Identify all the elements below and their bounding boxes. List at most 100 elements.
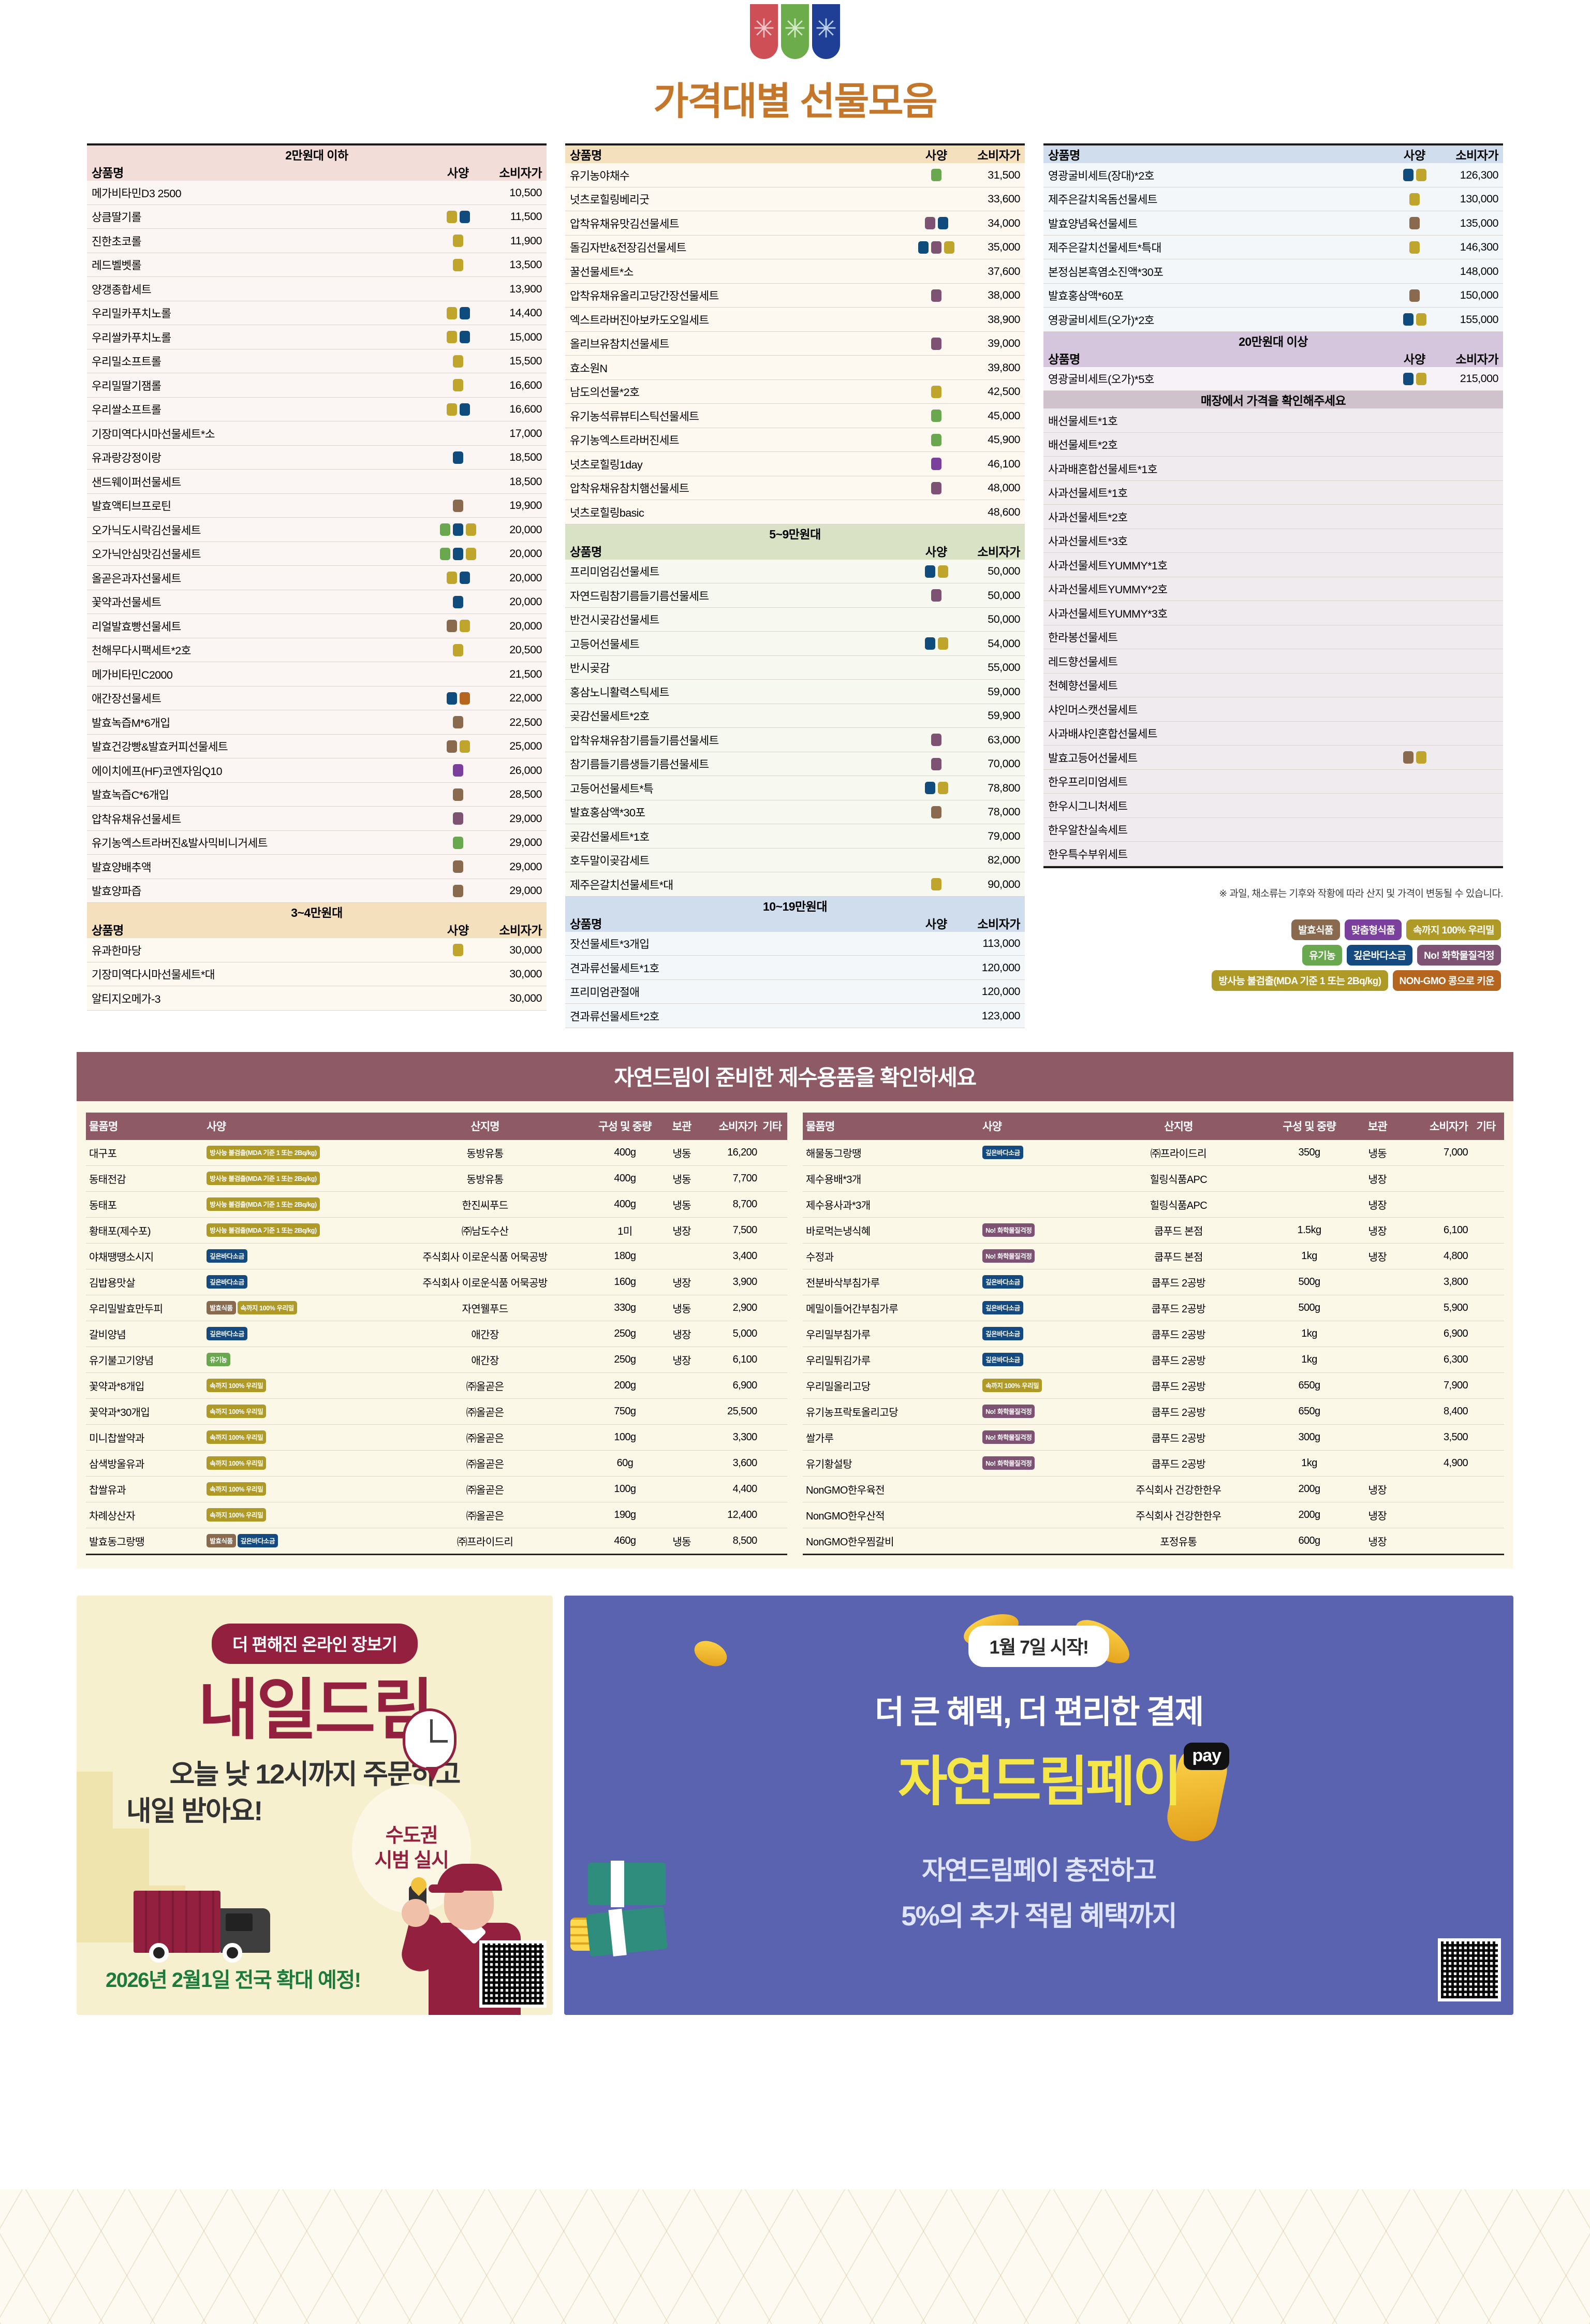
jesu-row[interactable]: 발효동그랑땡 발효식품 깊은바다소금 ㈜프라이드리 460g 냉동 8,500 (86, 1528, 787, 1555)
gift-row[interactable]: 기장미역다시마선물세트*대 30,000 (87, 962, 547, 986)
gift-row[interactable]: 한우특수부위세트 (1043, 841, 1503, 866)
jesu-row[interactable]: 우리밀부침가루 깊은바다소금 쿱푸드 2공방 1kg 6,900 (803, 1321, 1504, 1347)
gift-row[interactable]: 한우프리미엄세트 (1043, 769, 1503, 794)
promo-nextday-delivery[interactable]: 더 편해진 온라인 장보기 내일드림 오늘 낮 12시까지 주문하고 내일 받아… (77, 1595, 553, 2015)
gift-row[interactable]: 유기농엑스트라버진세트 45,900 (565, 428, 1025, 452)
jesu-row[interactable]: 제수용사과*3개 힐링식품APC 냉장 (803, 1191, 1504, 1218)
jesu-row[interactable]: 차례상산자 속까지 100% 우리밀 ㈜올곧은 190g 12,400 (86, 1502, 787, 1528)
gift-row[interactable]: 애간장선물세트 22,000 (87, 686, 547, 710)
gift-row[interactable]: 한우시그니처세트 (1043, 793, 1503, 818)
gift-row[interactable]: 영광굴비세트(장대)*2호 126,300 (1043, 163, 1503, 187)
gift-row[interactable]: 배선물세트*2호 (1043, 432, 1503, 457)
gift-row[interactable]: 곶감선물세트*1호 79,000 (565, 824, 1025, 849)
gift-row[interactable]: 사과선물세트YUMMY*3호 (1043, 601, 1503, 625)
gift-row[interactable]: 천혜향선물세트 (1043, 673, 1503, 697)
gift-row[interactable]: 유기농야채수 31,500 (565, 163, 1025, 187)
gift-row[interactable]: 사과선물세트YUMMY*1호 (1043, 552, 1503, 577)
jesu-row[interactable]: 야채땡땡소시지 깊은바다소금 주식회사 이로운식품 어묵공방 180g 3,400 (86, 1243, 787, 1269)
jesu-row[interactable]: 유기농프락토올리고당 No! 화학물질걱정 쿱푸드 2공방 650g 8,400 (803, 1398, 1504, 1425)
gift-row[interactable]: 상큼딸기롤 11,500 (87, 204, 547, 229)
gift-row[interactable]: 배선물세트*1호 (1043, 408, 1503, 433)
jesu-row[interactable]: 수정과 No! 화학물질걱정 쿱푸드 본점 1kg 냉장 4,800 (803, 1243, 1504, 1269)
gift-row[interactable]: 올리브유참치선물세트 39,000 (565, 331, 1025, 356)
jesu-row[interactable]: 유기황설탕 No! 화학물질걱정 쿱푸드 2공방 1kg 4,900 (803, 1450, 1504, 1477)
gift-row[interactable]: 제주은갈치선물세트*특대 146,300 (1043, 235, 1503, 259)
gift-row[interactable]: 프리미엄관절애 120,000 (565, 980, 1025, 1004)
gift-row[interactable]: 사과선물세트YUMMY*2호 (1043, 577, 1503, 601)
gift-row[interactable]: 샌드웨이퍼선물세트 18,500 (87, 469, 547, 494)
jesu-row[interactable]: 황태포(제수포) 방사능 불검출(MDA 기준 1 또는 2Bq/kg) ㈜남도수산… (86, 1217, 787, 1244)
gift-row[interactable]: 사과배혼합선물세트*1호 (1043, 456, 1503, 481)
gift-row[interactable]: 한우알찬실속세트 (1043, 817, 1503, 842)
gift-row[interactable]: 참기름들기름생들기름선물세트 70,000 (565, 752, 1025, 776)
gift-row[interactable]: 견과류선물세트*1호 120,000 (565, 955, 1025, 980)
gift-row[interactable]: 에이치에프(HF)코엔자임Q10 26,000 (87, 758, 547, 783)
gift-row[interactable]: 유기농석류뷰티스틱선물세트 45,000 (565, 403, 1025, 428)
qr-code-left[interactable] (479, 1940, 547, 2008)
jesu-row[interactable]: 유기불고기양념 유기농 애간장 250g 냉장 6,100 (86, 1347, 787, 1373)
gift-row[interactable]: 발효양념육선물세트 135,000 (1043, 211, 1503, 236)
gift-row[interactable]: 제주은갈치옥돔선물세트 130,000 (1043, 187, 1503, 211)
gift-row[interactable]: 제주은갈치선물세트*대 90,000 (565, 872, 1025, 897)
gift-row[interactable]: 레드벨벳롤 13,500 (87, 253, 547, 277)
jesu-row[interactable]: 삼색방울유과 속까지 100% 우리밀 ㈜올곧은 60g 3,600 (86, 1450, 787, 1477)
jesu-row[interactable]: 우리밀발효만두피 발효식품 속까지 100% 우리밀 자연웰푸드 330g 냉동 2,900 (86, 1295, 787, 1321)
gift-row[interactable]: 우리밀카푸치노롤 14,400 (87, 301, 547, 325)
jesu-row[interactable]: 메밀이들어간부침가루 깊은바다소금 쿱푸드 2공방 500g 5,900 (803, 1295, 1504, 1321)
jesu-row[interactable]: 대구포 방사능 불검출(MDA 기준 1 또는 2Bq/kg) 동방유통 400g 냉동… (86, 1139, 787, 1166)
gift-row[interactable]: 돌김자반&전장김선물세트 35,000 (565, 235, 1025, 259)
jesu-row[interactable]: 꽃약과*8개입 속까지 100% 우리밀 ㈜올곧은 200g 6,900 (86, 1372, 787, 1399)
jesu-row[interactable]: 쌀가루 No! 화학물질걱정 쿱푸드 2공방 300g 3,500 (803, 1424, 1504, 1451)
gift-row[interactable]: 한라봉선물세트 (1043, 625, 1503, 649)
gift-row[interactable]: 발효홍삼액*30포 78,000 (565, 800, 1025, 824)
gift-row[interactable]: 발효양파즙 29,000 (87, 879, 547, 903)
jesu-row[interactable]: 동태포 방사능 불검출(MDA 기준 1 또는 2Bq/kg) 한진씨푸드 400g 냉… (86, 1191, 787, 1218)
jesu-row[interactable]: 바로먹는냉식혜 No! 화학물질걱정 쿱푸드 본점 1.5kg 냉장 6,100 (803, 1217, 1504, 1244)
gift-row[interactable]: 넛츠로힐링basic 48,600 (565, 500, 1025, 524)
jesu-row[interactable]: NonGMO한우육전 주식회사 건강한한우 200g 냉장 (803, 1476, 1504, 1502)
gift-row[interactable]: 오가닉안심맛김선물세트 20,000 (87, 542, 547, 566)
gift-row[interactable]: 압착유채유올리고당간장선물세트 38,000 (565, 283, 1025, 308)
gift-row[interactable]: 발효녹즙C*6개입 28,500 (87, 782, 547, 807)
jesu-row[interactable]: 미니찹쌀약과 속까지 100% 우리밀 ㈜올곧은 100g 3,300 (86, 1424, 787, 1451)
gift-row[interactable]: 견과류선물세트*2호 123,000 (565, 1003, 1025, 1028)
gift-row[interactable]: 사과선물세트*3호 (1043, 529, 1503, 553)
gift-row[interactable]: 본정심본흑염소진액*30포 148,000 (1043, 259, 1503, 284)
gift-row[interactable]: 고등어선물세트*특 78,800 (565, 776, 1025, 800)
gift-row[interactable]: 프리미엄김선물세트 50,000 (565, 559, 1025, 583)
gift-row[interactable]: 반시곶감 55,000 (565, 655, 1025, 680)
gift-row[interactable]: 기장미역다시마선물세트*소 17,000 (87, 421, 547, 446)
gift-row[interactable]: 발효건강빵&발효커피선물세트 25,000 (87, 734, 547, 758)
gift-row[interactable]: 올곧은과자선물세트 20,000 (87, 565, 547, 590)
gift-row[interactable]: 레드향선물세트 (1043, 649, 1503, 674)
gift-row[interactable]: 자연드림참기름들기름선물세트 50,000 (565, 583, 1025, 608)
jesu-row[interactable]: 갈비양념 깊은바다소금 애간장 250g 냉장 5,000 (86, 1321, 787, 1347)
gift-row[interactable]: 압착유채유맛김선물세트 34,000 (565, 211, 1025, 236)
gift-row[interactable]: 우리밀소프트롤 15,500 (87, 349, 547, 373)
gift-row[interactable]: 우리쌀소프트롤 16,600 (87, 397, 547, 421)
gift-row[interactable]: 압착유채유선물세트 29,000 (87, 806, 547, 831)
gift-row[interactable]: 홍삼노니활력스틱세트 59,000 (565, 679, 1025, 704)
gift-row[interactable]: 효소원N 39,800 (565, 355, 1025, 380)
jesu-row[interactable]: 동태전감 방사능 불검출(MDA 기준 1 또는 2Bq/kg) 동방유통 400g 냉… (86, 1165, 787, 1192)
gift-row[interactable]: 반건시곶감선물세트 50,000 (565, 607, 1025, 632)
gift-row[interactable]: 사과선물세트*2호 (1043, 504, 1503, 529)
promo-jayeondream-pay[interactable]: 1월 7일 시작! 더 큰 혜택, 더 편리한 결제 자연드림페이 pay 자연… (564, 1595, 1513, 2015)
gift-row[interactable]: 양갱종합세트 13,900 (87, 276, 547, 301)
gift-row[interactable]: 유과한마당 30,000 (87, 938, 547, 962)
gift-row[interactable]: 꿀선물세트*소 37,600 (565, 259, 1025, 284)
gift-row[interactable]: 넛츠로힐링1day 46,100 (565, 451, 1025, 476)
gift-row[interactable]: 사과배샤인혼합선물세트 (1043, 721, 1503, 746)
gift-row[interactable]: 발효녹즙M*6개입 22,500 (87, 710, 547, 735)
gift-row[interactable]: 압착유채유참치햄선물세트 48,000 (565, 476, 1025, 500)
gift-row[interactable]: 사과선물세트*1호 (1043, 480, 1503, 505)
gift-row[interactable]: 메가비타민C2000 21,500 (87, 662, 547, 686)
jesu-row[interactable]: NonGMO한우찜갈비 포정유통 600g 냉장 (803, 1528, 1504, 1555)
jesu-row[interactable]: 꽃약과*30개입 속까지 100% 우리밀 ㈜올곧은 750g 25,500 (86, 1398, 787, 1425)
jesu-row[interactable]: 우리밀튀김가루 깊은바다소금 쿱푸드 2공방 1kg 6,300 (803, 1347, 1504, 1373)
gift-row[interactable]: 메가비타민D3 2500 10,500 (87, 181, 547, 205)
jesu-row[interactable]: 찹쌀유과 속까지 100% 우리밀 ㈜올곧은 100g 4,400 (86, 1476, 787, 1502)
gift-row[interactable]: 발효액티브프로틴 19,900 (87, 493, 547, 518)
jesu-row[interactable]: 우리밀올리고당 속까지 100% 우리밀 쿱푸드 2공방 650g 7,900 (803, 1372, 1504, 1399)
gift-row[interactable]: 알티지오메가-3 30,000 (87, 986, 547, 1011)
